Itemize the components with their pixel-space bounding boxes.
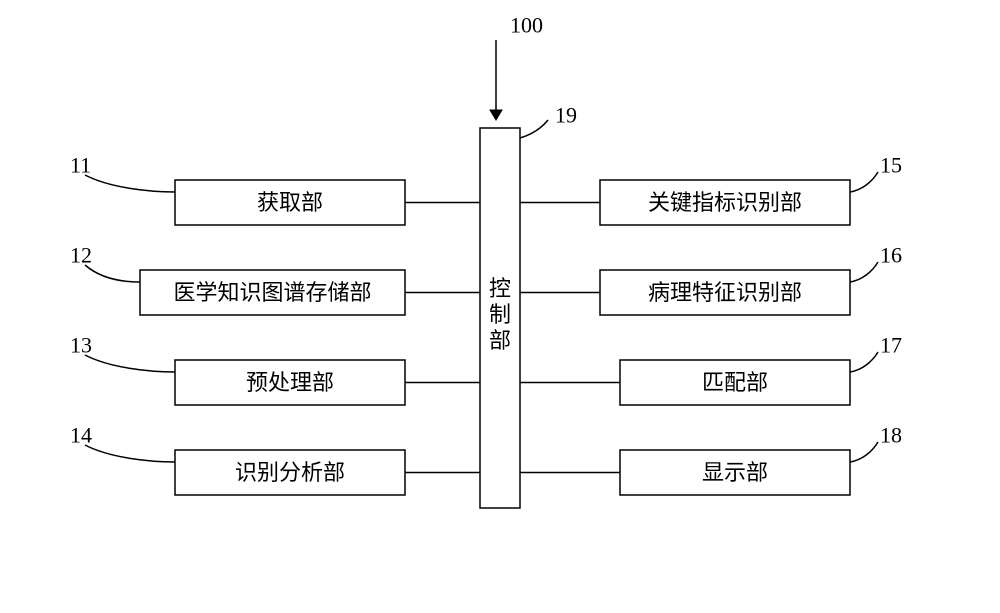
left-box-number: 12 bbox=[70, 243, 92, 268]
right-box-lead bbox=[850, 262, 878, 282]
center-control-label-char: 控 bbox=[489, 276, 511, 301]
center-control-number: 19 bbox=[555, 103, 577, 128]
right-box-label: 显示部 bbox=[702, 460, 768, 485]
left-box-number: 11 bbox=[70, 153, 91, 178]
right-box-lead bbox=[850, 172, 878, 192]
right-box-number: 17 bbox=[880, 333, 902, 358]
right-box-number: 18 bbox=[880, 423, 902, 448]
left-box-lead bbox=[85, 265, 140, 282]
left-box-label: 获取部 bbox=[257, 190, 323, 215]
left-box-label: 医学知识图谱存储部 bbox=[173, 280, 371, 305]
left-box-number: 13 bbox=[70, 333, 92, 358]
left-box-lead bbox=[85, 355, 175, 372]
center-control-label-char: 部 bbox=[489, 328, 511, 353]
right-box-label: 匹配部 bbox=[702, 370, 768, 395]
right-box-lead bbox=[850, 352, 878, 372]
top-system-label: 100 bbox=[510, 13, 543, 38]
right-box-label: 关键指标识别部 bbox=[648, 190, 802, 215]
right-box-lead bbox=[850, 442, 878, 462]
right-box-label: 病理特征识别部 bbox=[648, 280, 802, 305]
center-control-label-char: 制 bbox=[489, 302, 511, 327]
left-box-label: 预处理部 bbox=[246, 370, 334, 395]
center-control-lead bbox=[520, 120, 548, 138]
top-arrow-head bbox=[490, 110, 502, 120]
left-box-label: 识别分析部 bbox=[235, 460, 345, 485]
right-box-number: 15 bbox=[880, 153, 902, 178]
left-box-lead bbox=[85, 445, 175, 462]
left-box-number: 14 bbox=[70, 423, 92, 448]
left-box-lead bbox=[85, 175, 175, 192]
right-box-number: 16 bbox=[880, 243, 902, 268]
